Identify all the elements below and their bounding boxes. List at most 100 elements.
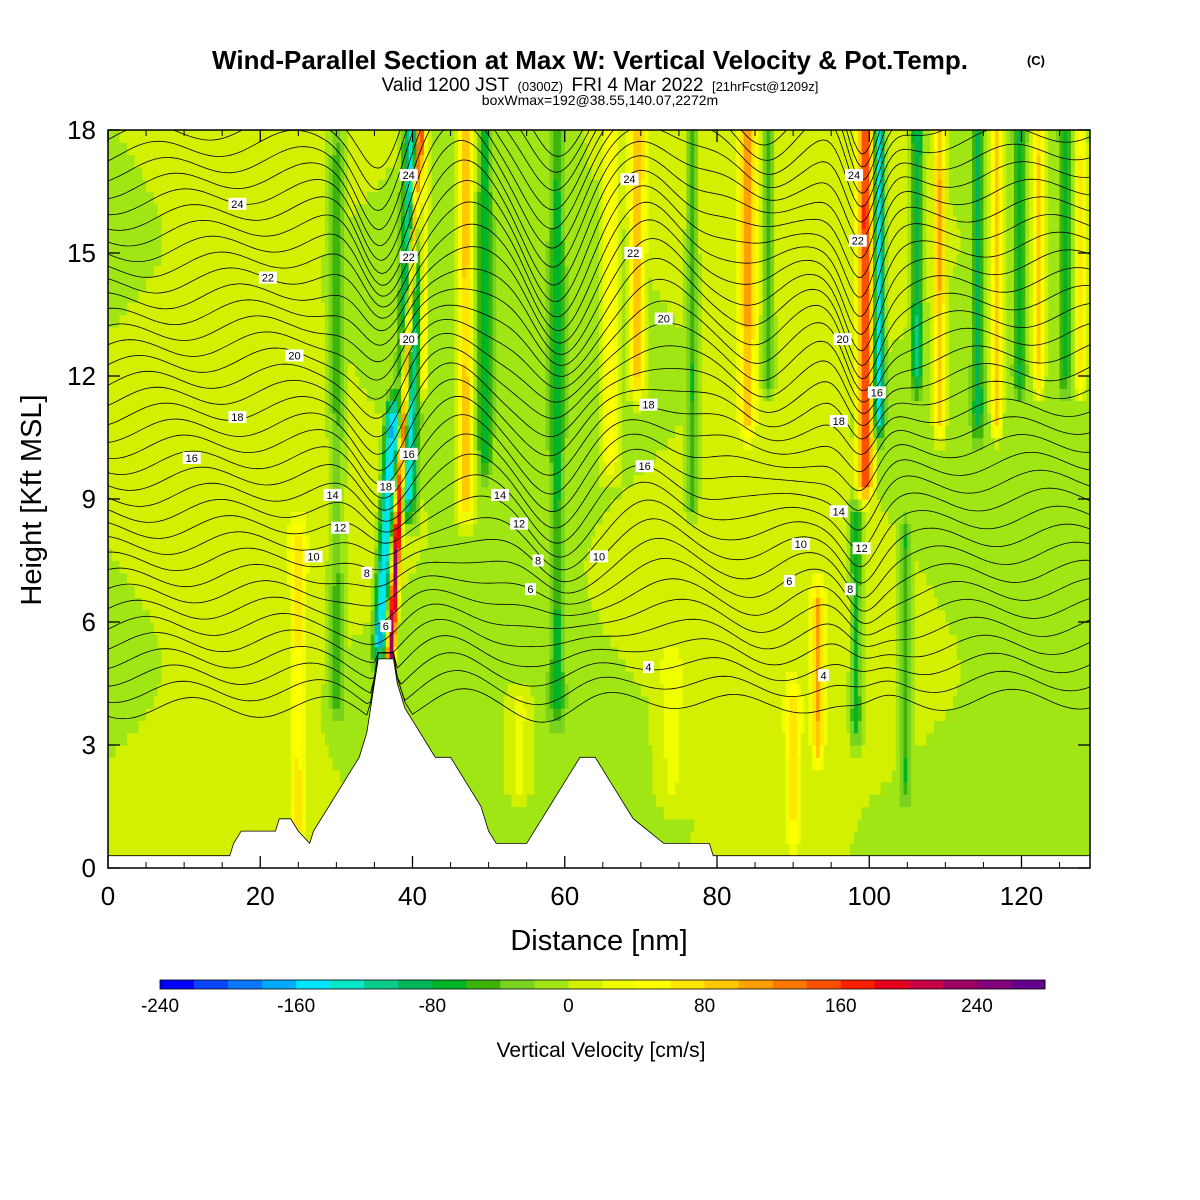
velocity-cell (332, 265, 337, 279)
velocity-cell (347, 228, 353, 242)
velocity-cell (176, 499, 181, 512)
velocity-cell (127, 302, 132, 316)
velocity-cell (176, 745, 181, 758)
velocity-cell (340, 511, 345, 525)
velocity-cell (294, 339, 299, 352)
velocity-cell (370, 585, 376, 598)
velocity-cell (260, 363, 265, 377)
velocity-cell (275, 462, 280, 475)
velocity-cell (328, 585, 334, 598)
velocity-cell (298, 781, 303, 795)
velocity-cell (119, 634, 124, 648)
velocity-cell (108, 326, 113, 340)
velocity-cell (359, 142, 364, 156)
velocity-cell (161, 658, 166, 672)
velocity-cell (229, 154, 235, 168)
velocity-cell (233, 806, 239, 820)
velocity-cell (294, 769, 299, 783)
velocity-cell (412, 339, 417, 352)
velocity-cell (412, 216, 417, 229)
velocity-cell (203, 794, 208, 808)
velocity-cell (252, 535, 258, 549)
velocity-cell (191, 732, 197, 746)
velocity-cell (294, 609, 299, 623)
velocity-cell (351, 142, 357, 156)
velocity-cell (130, 585, 136, 598)
velocity-cell (225, 769, 231, 783)
velocity-cell (222, 228, 227, 242)
velocity-cell (229, 265, 235, 279)
velocity-cell (382, 560, 387, 574)
velocity-cell (149, 622, 155, 635)
velocity-cell (241, 265, 246, 279)
velocity-cell (256, 548, 261, 562)
velocity-cell (168, 363, 174, 377)
velocity-cell (180, 818, 185, 832)
velocity-cell (237, 351, 242, 365)
velocity-cell (420, 671, 425, 685)
velocity-cell (317, 609, 322, 623)
velocity-cell (256, 363, 261, 377)
velocity-cell (180, 794, 185, 808)
velocity-cell (210, 818, 216, 832)
velocity-cell (305, 314, 311, 328)
velocity-cell (149, 609, 155, 623)
velocity-cell (279, 511, 284, 525)
velocity-cell (203, 572, 208, 586)
velocity-cell (416, 240, 421, 254)
velocity-cell (134, 806, 140, 820)
velocity-cell (305, 757, 311, 771)
velocity-cell (180, 462, 185, 475)
velocity-cell (290, 511, 296, 525)
velocity-cell (416, 166, 421, 180)
velocity-cell (264, 154, 269, 168)
velocity-cell (267, 535, 273, 549)
velocity-cell (286, 449, 292, 463)
velocity-cell (366, 314, 372, 328)
velocity-cell (332, 597, 337, 611)
velocity-cell (382, 339, 387, 352)
velocity-cell (187, 376, 193, 389)
velocity-cell (283, 400, 288, 414)
velocity-cell (309, 326, 315, 340)
velocity-cell (336, 560, 341, 574)
velocity-cell (108, 658, 113, 672)
velocity-cell (248, 351, 254, 365)
velocity-cell (157, 843, 162, 857)
velocity-cell (260, 695, 265, 709)
velocity-cell (309, 154, 315, 168)
velocity-cell (359, 154, 364, 168)
velocity-cell (119, 179, 124, 193)
velocity-cell (389, 166, 395, 180)
velocity-cell (149, 511, 155, 525)
velocity-cell (172, 597, 178, 611)
velocity-cell (119, 363, 124, 377)
velocity-cell (199, 523, 204, 537)
velocity-cell (256, 277, 261, 291)
velocity-cell (336, 658, 341, 672)
velocity-cell (233, 560, 239, 574)
velocity-cell (195, 388, 200, 402)
velocity-cell (245, 265, 250, 279)
velocity-cell (119, 400, 124, 414)
velocity-cell (210, 671, 216, 685)
velocity-cell (165, 216, 170, 229)
velocity-cell (336, 708, 341, 721)
velocity-cell (199, 535, 204, 549)
velocity-cell (302, 597, 307, 611)
velocity-cell (378, 634, 383, 648)
velocity-cell (412, 634, 417, 648)
velocity-cell (389, 240, 395, 254)
velocity-cell (416, 511, 421, 525)
velocity-cell (283, 523, 288, 537)
velocity-cell (275, 179, 280, 193)
velocity-cell (241, 634, 246, 648)
velocity-cell (229, 179, 235, 193)
velocity-cell (127, 757, 132, 771)
velocity-cell (134, 351, 140, 365)
velocity-cell (294, 781, 299, 795)
velocity-cell (195, 277, 200, 291)
velocity-cell (176, 548, 181, 562)
velocity-cell (108, 400, 113, 414)
velocity-cell (245, 499, 250, 512)
